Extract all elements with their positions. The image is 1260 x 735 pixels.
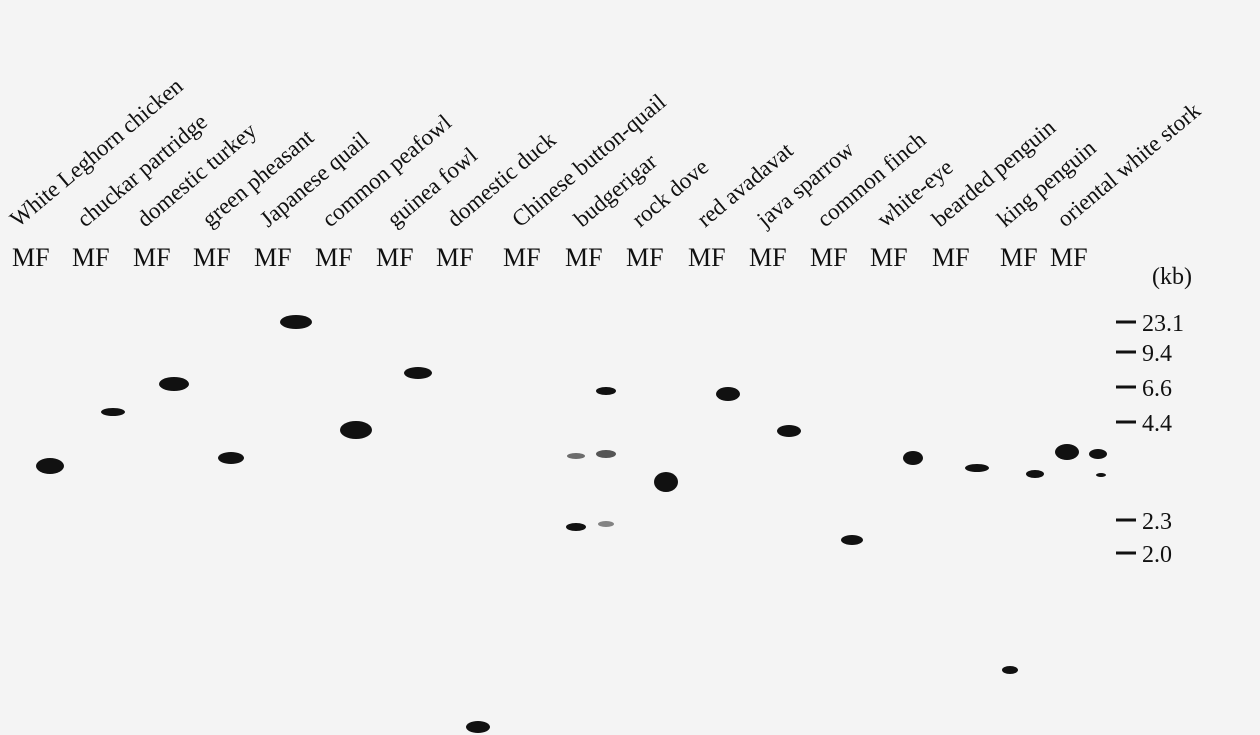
- band: [596, 450, 616, 458]
- lane-label: MF: [133, 243, 171, 272]
- lane-label: MF: [193, 243, 231, 272]
- band: [466, 721, 490, 733]
- marker-dash: [1116, 351, 1136, 354]
- lane-label: MF: [72, 243, 110, 272]
- lane-label: MF: [810, 243, 848, 272]
- marker-size: 9.4: [1142, 341, 1172, 367]
- lane-label: MF: [12, 243, 50, 272]
- lane-label: MF: [315, 243, 353, 272]
- band: [280, 315, 312, 329]
- lane-label: MF: [688, 243, 726, 272]
- band: [654, 472, 678, 492]
- lane-label: MF: [1050, 243, 1088, 272]
- band: [965, 464, 989, 472]
- marker-size: 2.3: [1142, 509, 1172, 535]
- band: [340, 421, 372, 439]
- marker-dash: [1116, 552, 1136, 555]
- lane-label: MF: [932, 243, 970, 272]
- band: [1089, 449, 1107, 459]
- band: [777, 425, 801, 437]
- marker-dash: [1116, 519, 1136, 522]
- band: [1096, 473, 1106, 477]
- band: [1055, 444, 1079, 460]
- band: [404, 367, 432, 379]
- band: [566, 523, 586, 531]
- band: [36, 458, 64, 474]
- band: [218, 452, 244, 464]
- lane-label: MF: [626, 243, 664, 272]
- band: [903, 451, 923, 465]
- lane-label: MF: [503, 243, 541, 272]
- band: [598, 521, 614, 527]
- marker-unit: (kb): [1152, 264, 1192, 290]
- lane-label: MF: [376, 243, 414, 272]
- band: [596, 387, 616, 395]
- marker-size: 4.4: [1142, 411, 1172, 437]
- lane-label: MF: [436, 243, 474, 272]
- band: [841, 535, 863, 545]
- band: [716, 387, 740, 401]
- marker-size: 2.0: [1142, 542, 1172, 568]
- lane-label: MF: [254, 243, 292, 272]
- band: [1002, 666, 1018, 674]
- band: [1026, 470, 1044, 478]
- lane-label: MF: [1000, 243, 1038, 272]
- marker-dash: [1116, 386, 1136, 389]
- marker-dash: [1116, 421, 1136, 424]
- band: [567, 453, 585, 459]
- gel-figure: White Leghorn chickenMFchuckar partridge…: [0, 0, 1260, 735]
- marker-size: 23.1: [1142, 311, 1184, 337]
- lane-label: MF: [749, 243, 787, 272]
- marker-size: 6.6: [1142, 376, 1172, 402]
- lane-label: MF: [870, 243, 908, 272]
- band: [159, 377, 189, 391]
- marker-dash: [1116, 321, 1136, 324]
- lane-label: MF: [565, 243, 603, 272]
- band: [101, 408, 125, 416]
